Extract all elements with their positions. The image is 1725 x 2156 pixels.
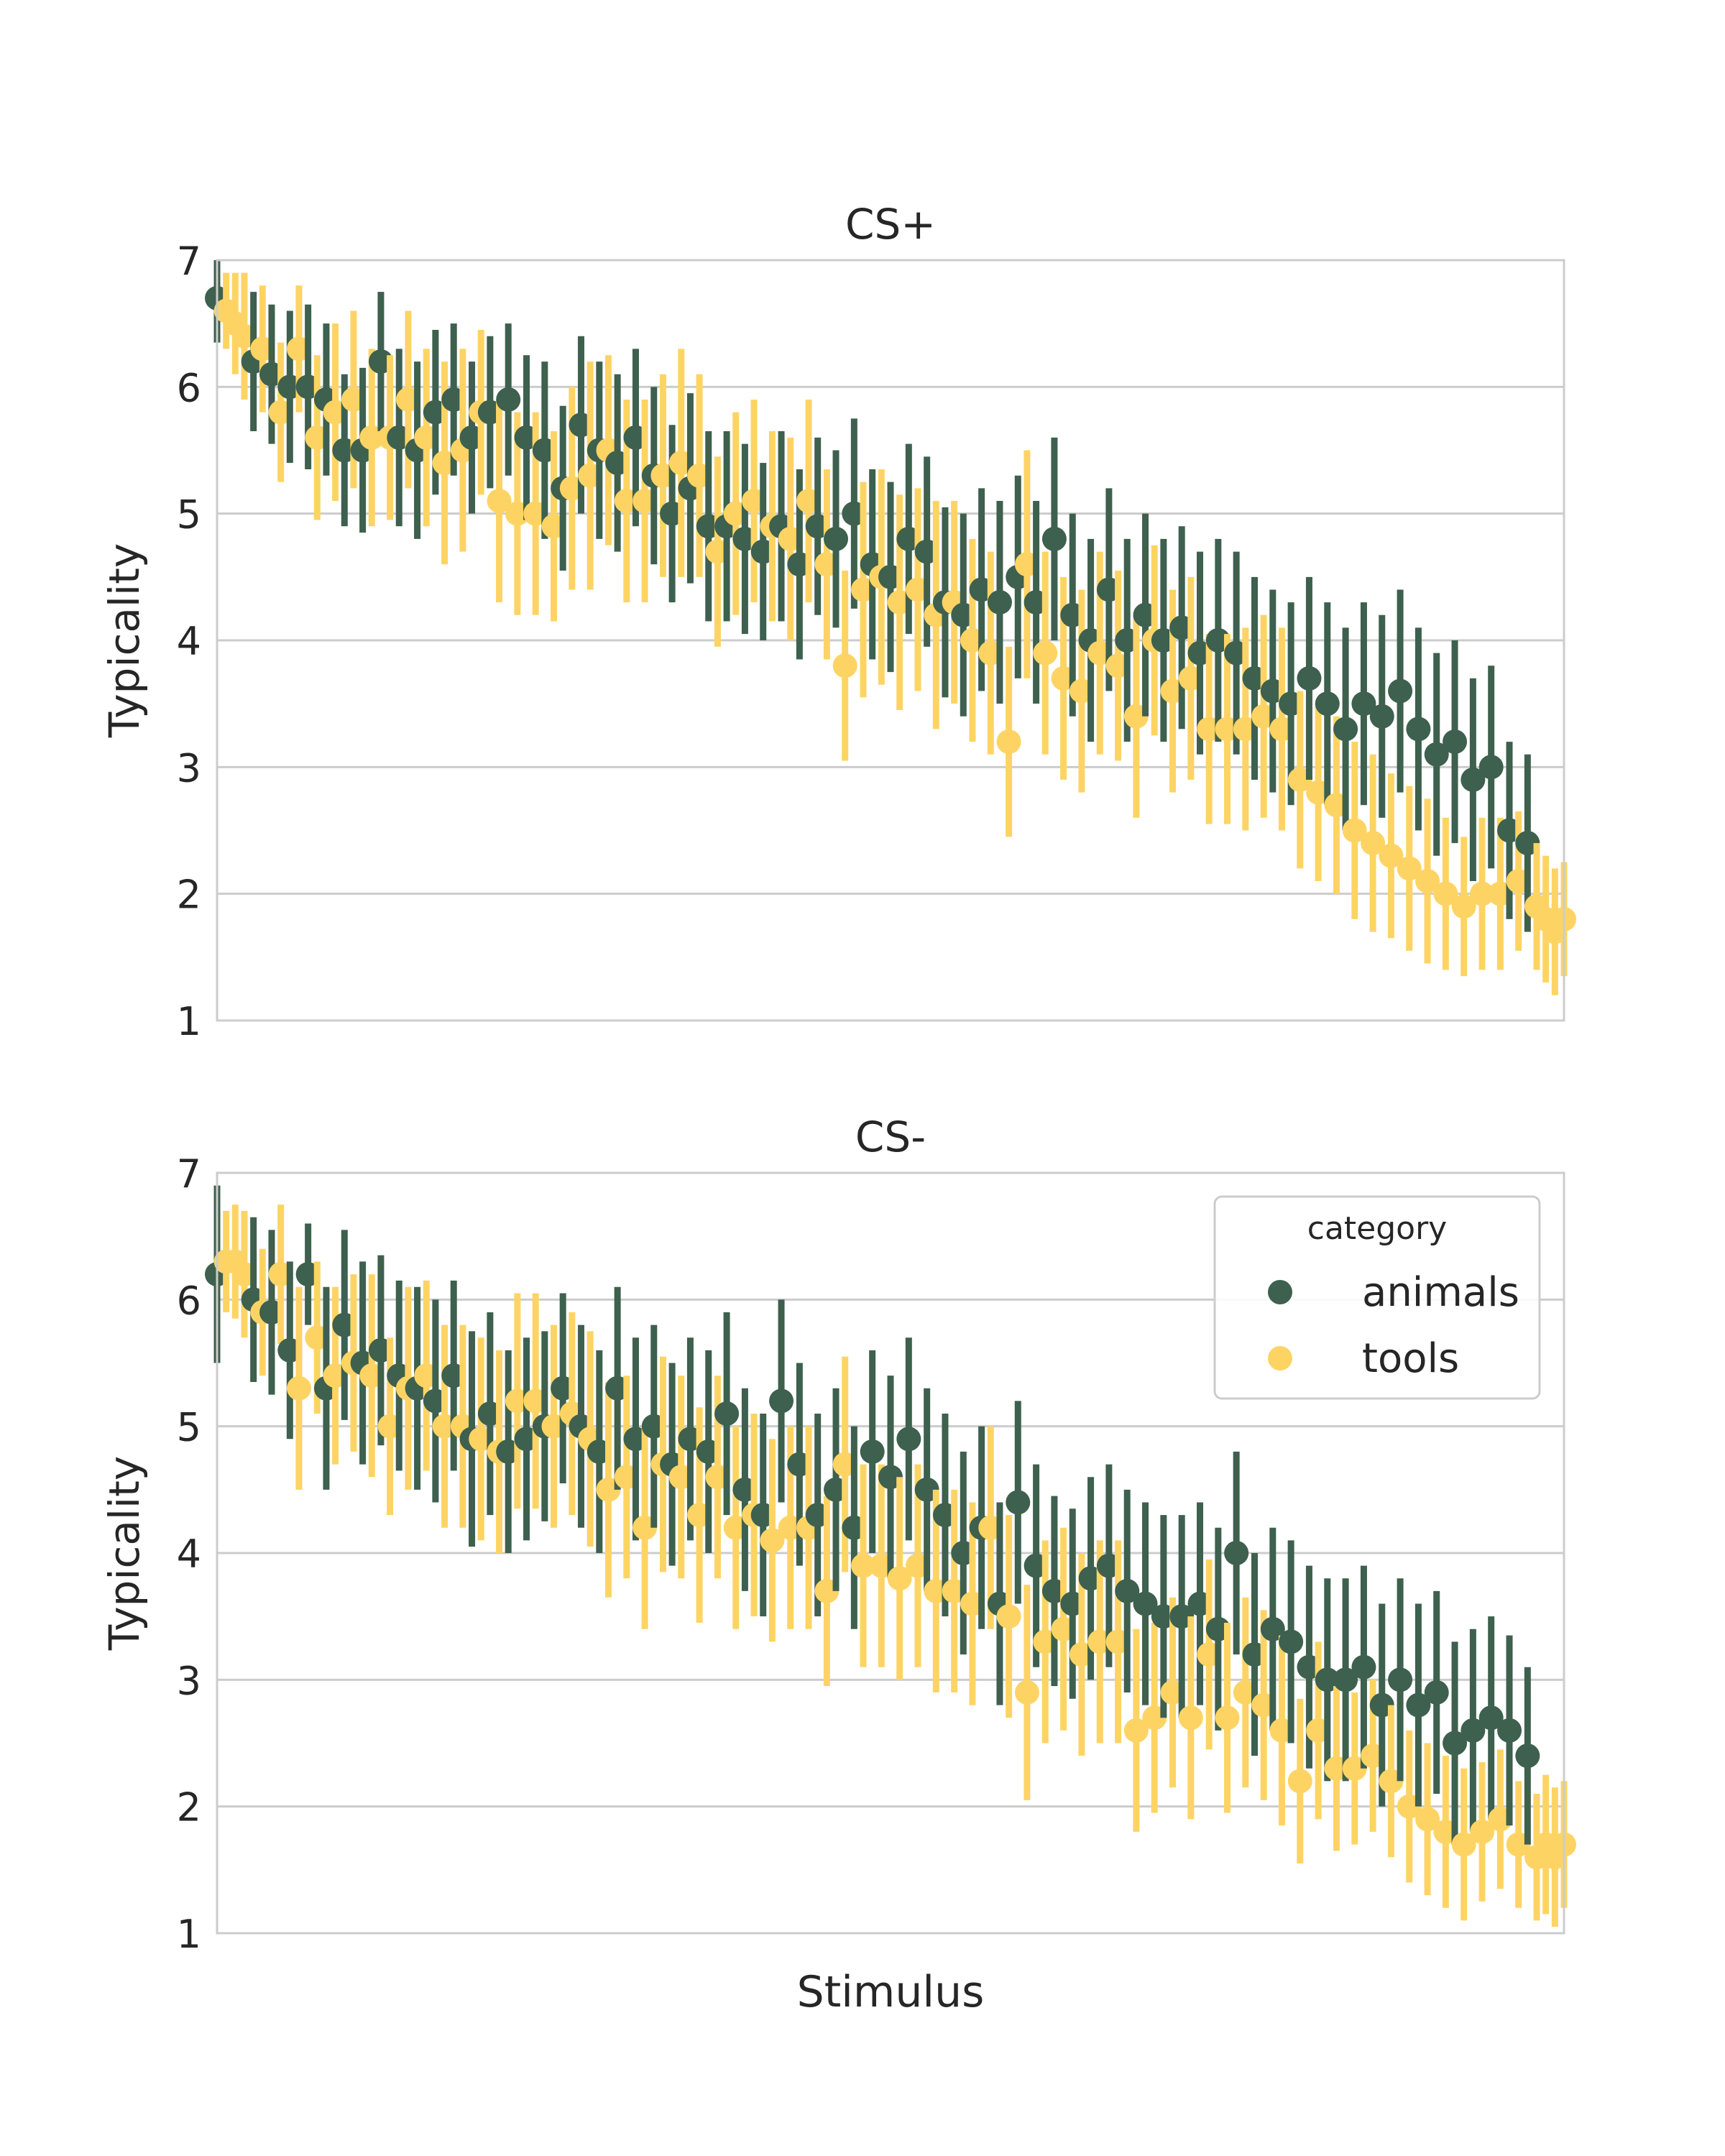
y-tick-label: 6: [177, 1278, 201, 1323]
tools-point: [1014, 1680, 1039, 1705]
y-tick-label: 4: [177, 619, 201, 664]
animals-point: [1443, 729, 1468, 755]
tools-point: [1379, 843, 1404, 868]
animals-point: [1351, 691, 1376, 717]
tools-point: [359, 425, 385, 450]
animals-point: [860, 1439, 885, 1464]
y-tick-label: 1: [177, 1912, 201, 1957]
tools-point: [1361, 831, 1386, 856]
y-tick-label: 4: [177, 1531, 201, 1577]
y-tick-label: 3: [177, 1658, 201, 1703]
animals-point: [1297, 665, 1322, 691]
y-tick-label: 5: [177, 492, 201, 538]
animals-point: [1279, 1629, 1304, 1654]
tools-point: [1033, 640, 1058, 665]
tools-point: [887, 1566, 912, 1591]
animals-point: [1388, 1667, 1413, 1692]
plot-frame: [216, 259, 1565, 1022]
animals-point: [1406, 1692, 1431, 1718]
tools-point: [1470, 1819, 1495, 1844]
y-tick-label: 6: [177, 365, 201, 410]
legend-marker-tools: [1268, 1346, 1292, 1370]
animals-point: [1478, 755, 1504, 780]
legend-label-tools: tools: [1362, 1335, 1459, 1382]
tools-point: [1178, 1705, 1203, 1731]
y-axis-label: Typicality: [100, 1456, 149, 1651]
animals-point: [1478, 1705, 1504, 1731]
y-tick-label: 7: [177, 1151, 201, 1197]
animals-point: [1315, 1667, 1340, 1692]
tools-point: [1215, 1705, 1240, 1731]
tools-point: [1433, 881, 1458, 906]
animals-point: [1115, 1578, 1140, 1603]
y-tick-labels: 1 2 3 4 5 6 7: [177, 1151, 201, 1957]
legend-marker-animals: [1268, 1280, 1292, 1304]
tools-point: [996, 1604, 1021, 1629]
animals-point: [1133, 1591, 1158, 1616]
animals-point: [824, 526, 849, 551]
animals-point: [1006, 1490, 1031, 1515]
panel-cs-plus: 1 2 3 4 5 6 7 CS+ Typicality: [100, 200, 1576, 1044]
y-tick-label: 1: [177, 999, 201, 1044]
tools-point: [1451, 1832, 1476, 1857]
animals-point: [1351, 1654, 1376, 1680]
tools-point: [832, 653, 857, 678]
animals-point: [896, 1427, 921, 1452]
legend: category animals tools: [1213, 1195, 1541, 1400]
y-tick-label: 5: [177, 1405, 201, 1450]
tools-point: [1451, 894, 1476, 919]
data-marks: [205, 260, 1576, 995]
legend-label-animals: animals: [1362, 1269, 1519, 1316]
tools-point: [1415, 1807, 1440, 1832]
animals-point: [1224, 1541, 1249, 1565]
animals-point: [769, 1388, 794, 1414]
tools-point: [1123, 1718, 1149, 1743]
animals-point: [1515, 1743, 1540, 1769]
animals-point: [1315, 691, 1340, 717]
tools-point: [1470, 881, 1495, 906]
y-axis-label: Typicality: [100, 543, 149, 738]
y-tick-label: 3: [177, 745, 201, 791]
animals-point: [1497, 1718, 1522, 1743]
data-marks: [205, 1185, 1576, 1927]
tools-point: [1397, 856, 1422, 881]
tools-point: [851, 1553, 876, 1578]
animals-point: [1406, 717, 1431, 742]
y-tick-label: 7: [177, 239, 201, 284]
animals-point: [1369, 704, 1394, 729]
animals-point: [1424, 1680, 1449, 1705]
tools-point: [1415, 869, 1440, 894]
animals-point: [714, 1401, 740, 1427]
animals-point: [1333, 717, 1358, 742]
tools-point: [1342, 818, 1367, 843]
legend-frame: [1213, 1195, 1541, 1400]
tools-point: [286, 1376, 311, 1401]
legend-title: category: [1307, 1210, 1447, 1247]
tools-point: [996, 729, 1021, 755]
tools-point: [1287, 1769, 1312, 1794]
y-tick-label: 2: [177, 1785, 201, 1830]
panel-title: CS+: [845, 200, 936, 249]
x-axis-label: Stimulus: [797, 1967, 985, 2017]
animals-point: [1388, 678, 1413, 704]
y-tick-label: 2: [177, 872, 201, 918]
animals-point: [1260, 1616, 1285, 1641]
animals-point: [1424, 742, 1449, 767]
tools-point: [760, 1528, 785, 1553]
plot-frame: [216, 1171, 1565, 1935]
animals-point: [1460, 1718, 1486, 1743]
animals-point: [1460, 767, 1486, 792]
tools-point: [487, 489, 512, 514]
animals-point: [496, 387, 521, 412]
animals-point: [1443, 1731, 1468, 1756]
animals-point: [987, 590, 1012, 615]
panel-title: CS-: [855, 1112, 926, 1161]
animals-point: [1041, 526, 1067, 551]
y-tick-labels: 1 2 3 4 5 6 7: [177, 239, 201, 1044]
animals-point: [1333, 1667, 1358, 1692]
